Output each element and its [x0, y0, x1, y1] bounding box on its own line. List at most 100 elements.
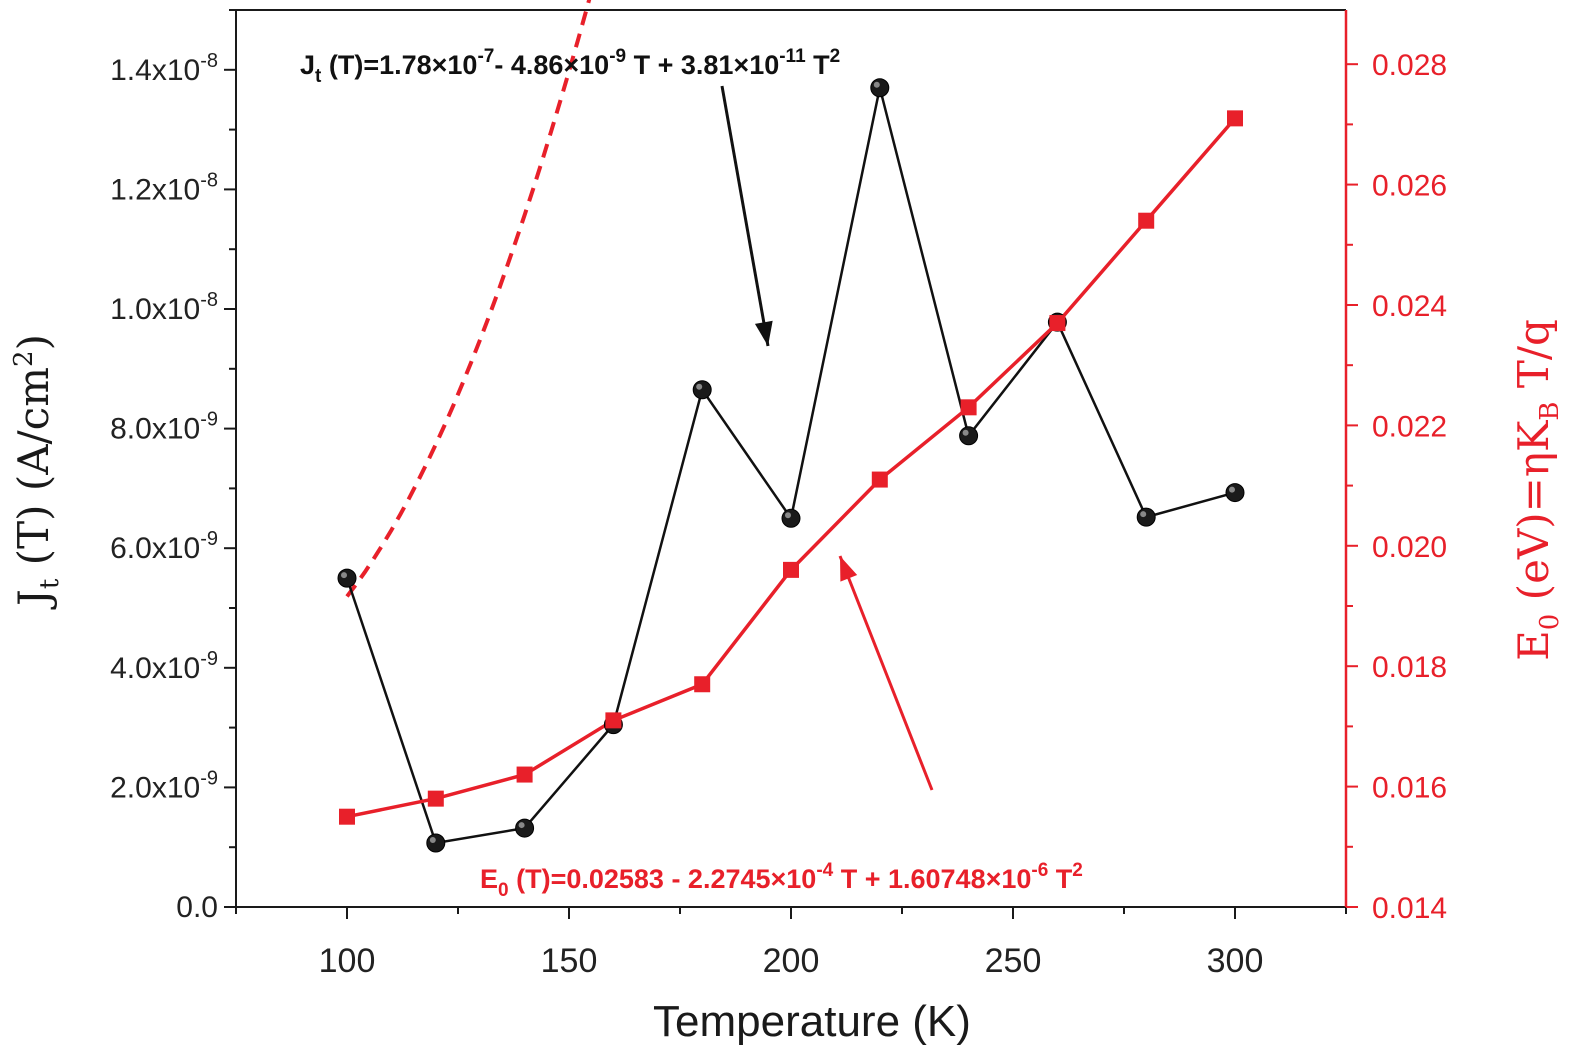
x-tick-label: 100 [319, 942, 376, 980]
e0-data-point [427, 790, 444, 807]
e0-annotation-arrow-head [840, 556, 858, 582]
y2-tick-label: 0.016 [1372, 772, 1447, 805]
x-axis-title: Temperature (K) [653, 997, 971, 1046]
y-tick-mantissa: 1.4x10 [110, 54, 200, 87]
e0-data-point [605, 712, 622, 729]
y-tick-label: 0.0 [176, 891, 218, 924]
equation-superscript: -11 [779, 46, 806, 67]
y-axis-title-rest: (T) (A/cm [9, 367, 58, 579]
y2-axis-title: E0 (eV)=ηKB T/q [1509, 319, 1565, 661]
y-tick-mantissa: 0.0 [176, 891, 218, 924]
fit-curves [345, 0, 592, 598]
e0-data-point [960, 399, 977, 416]
equation-text: T [806, 50, 831, 80]
e0-data-line [346, 117, 1237, 819]
equation-subscript: t [315, 66, 322, 87]
e0-data-point [1138, 212, 1155, 229]
y-axis-title-sup: 2 [9, 350, 39, 367]
equation-superscript: -7 [477, 46, 494, 67]
jt-annotation-arrow [720, 85, 770, 347]
jt-data-point-highlight [1140, 511, 1147, 518]
y-tick-mantissa: 2.0x10 [110, 771, 200, 804]
y2-axis-title-sub: 0 [1535, 614, 1565, 631]
jt-data-point-highlight [341, 572, 347, 579]
e0-data-point [516, 766, 533, 783]
y-tick-mantissa: 1.2x10 [110, 173, 200, 206]
jt-data-point [959, 426, 979, 446]
equation-text: (T)=0.02583 - 2.2745×10 [509, 864, 817, 894]
y2-tick-label: 0.018 [1372, 651, 1447, 684]
y-tick-exponent: -9 [200, 767, 218, 789]
jt-data-point [515, 818, 535, 838]
e0-data-point [871, 471, 888, 488]
jt-data-point [781, 508, 801, 528]
y-tick-exponent: -9 [200, 409, 218, 431]
jt-data-point [1136, 507, 1156, 527]
equation-text: (T)=1.78×10 [321, 50, 477, 80]
e0-data-point [1227, 110, 1243, 127]
jt-data-point [870, 78, 890, 98]
y2-tick-label: 0.028 [1372, 49, 1447, 82]
jt-data-point-highlight [962, 429, 969, 436]
y-tick-label: 6.0x10-9 [110, 528, 218, 565]
y2-axis-title-main: E [1509, 630, 1558, 661]
y2-tick-label: 0.022 [1372, 410, 1447, 443]
y-tick-label: 4.0x10-9 [110, 648, 218, 685]
jt-data-point [426, 833, 446, 853]
y-axis-title-main: J [9, 589, 58, 610]
y-tick-mantissa: 4.0x10 [110, 652, 200, 685]
y2-axis-title-sub2: B [1535, 402, 1565, 421]
equation-text: E [480, 864, 498, 894]
jt-data-line [345, 87, 1236, 845]
equation-superscript: 2 [830, 46, 841, 67]
y2-tick-label: 0.024 [1372, 290, 1447, 323]
y-axis-title-sub: t [35, 578, 65, 589]
annotation-arrows [720, 85, 934, 791]
equation-text: T [1048, 864, 1073, 894]
jt-data-point-highlight [785, 512, 791, 519]
x-tick-label: 150 [541, 942, 598, 980]
y-tick-mantissa: 8.0x10 [110, 413, 200, 446]
data-series [337, 78, 1245, 853]
y-tick-label: 8.0x10-9 [110, 409, 218, 446]
e0-fit-equation: E0 (T)=0.02583 - 2.2745×10-4 T + 1.60748… [480, 860, 1083, 901]
plot-frame [235, 9, 1348, 908]
equation-superscript: 2 [1072, 860, 1083, 881]
y-tick-exponent: -8 [200, 50, 218, 72]
equation-superscript: -9 [609, 46, 626, 67]
e0-fit-curve [345, 0, 592, 598]
jt-data-point-highlight [696, 383, 703, 390]
y-tick-exponent: -9 [200, 648, 218, 670]
equation-text: T + 3.81×10 [626, 50, 779, 80]
y-axis-title-close: ) [9, 334, 58, 350]
y2-tick-label: 0.026 [1372, 170, 1447, 203]
y2-axis-title-rest: (eV)=ηK [1509, 419, 1558, 614]
e0-annotation-arrow [838, 555, 934, 791]
x-tick-label: 250 [985, 942, 1042, 980]
y-tick-label: 2.0x10-9 [110, 767, 218, 804]
y-tick-exponent: -9 [200, 528, 218, 550]
e0-data-point [339, 808, 355, 825]
y2-tick-label: 0.014 [1372, 892, 1447, 925]
jt-data-point [692, 380, 712, 400]
y-tick-exponent: -8 [200, 169, 218, 191]
equation-text: - 4.86×10 [494, 50, 609, 80]
y-axis-title: Jt (T) (A/cm2) [9, 334, 65, 610]
jt-fit-equation: Jt (T)=1.78×10-7- 4.86×10-9 T + 3.81×10-… [300, 46, 840, 87]
jt-data-point [1225, 483, 1245, 503]
y-tick-exponent: -8 [200, 289, 218, 311]
y-tick-label: 1.0x10-8 [110, 289, 218, 326]
equation-superscript: -4 [816, 860, 833, 881]
y-tick-mantissa: 1.0x10 [110, 293, 200, 326]
equation-text: J [300, 50, 315, 80]
jt-data-point-highlight [429, 837, 436, 844]
jt-data-point-highlight [873, 81, 880, 88]
y-tick-label: 1.2x10-8 [110, 169, 218, 206]
equation-subscript: 0 [498, 880, 509, 901]
e0-data-point [783, 561, 799, 578]
y-tick-mantissa: 6.0x10 [110, 532, 200, 565]
e0-data-point [1049, 315, 1066, 332]
y2-axis-title-rest2: T/q [1509, 319, 1558, 401]
equation-superscript: -6 [1031, 860, 1048, 881]
